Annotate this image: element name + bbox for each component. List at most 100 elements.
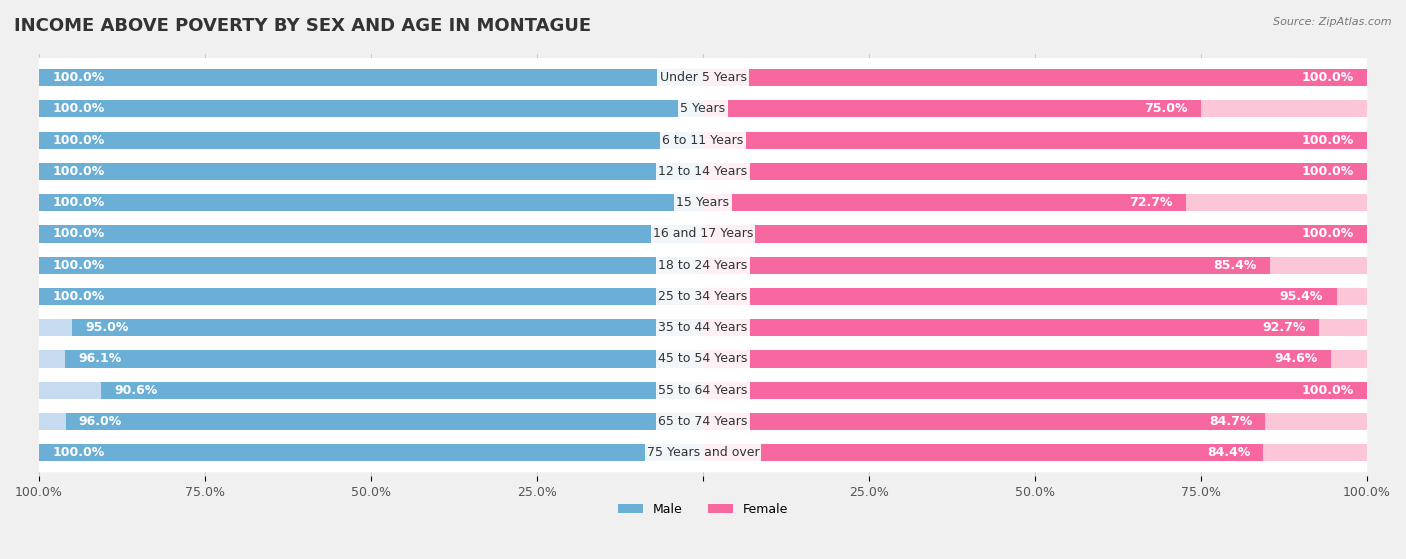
FancyBboxPatch shape bbox=[39, 58, 1367, 97]
Text: 95.0%: 95.0% bbox=[86, 321, 129, 334]
Bar bbox=[703, 69, 1367, 86]
Text: 100.0%: 100.0% bbox=[52, 259, 104, 272]
FancyBboxPatch shape bbox=[39, 121, 1367, 160]
Text: 100.0%: 100.0% bbox=[52, 71, 104, 84]
Bar bbox=[39, 350, 703, 368]
Bar bbox=[703, 100, 1367, 117]
Text: 35 to 44 Years: 35 to 44 Years bbox=[658, 321, 748, 334]
Bar bbox=[703, 413, 1367, 430]
Text: 18 to 24 Years: 18 to 24 Years bbox=[658, 259, 748, 272]
FancyBboxPatch shape bbox=[39, 89, 1367, 129]
Bar bbox=[65, 350, 703, 368]
Bar bbox=[703, 413, 1265, 430]
Bar bbox=[101, 382, 703, 399]
Bar bbox=[703, 257, 1367, 274]
Bar bbox=[39, 100, 703, 117]
Text: 5 Years: 5 Years bbox=[681, 102, 725, 115]
Bar bbox=[39, 69, 703, 86]
Text: Source: ZipAtlas.com: Source: ZipAtlas.com bbox=[1274, 17, 1392, 27]
Text: Under 5 Years: Under 5 Years bbox=[659, 71, 747, 84]
Bar bbox=[39, 69, 703, 86]
Text: 100.0%: 100.0% bbox=[1302, 228, 1354, 240]
Bar bbox=[703, 131, 1367, 149]
Bar bbox=[39, 382, 703, 399]
Bar bbox=[39, 288, 703, 305]
FancyBboxPatch shape bbox=[39, 277, 1367, 316]
Bar bbox=[39, 413, 703, 430]
Bar bbox=[39, 319, 703, 337]
Text: 72.7%: 72.7% bbox=[1129, 196, 1173, 209]
Text: 16 and 17 Years: 16 and 17 Years bbox=[652, 228, 754, 240]
Bar bbox=[66, 413, 703, 430]
Text: 75.0%: 75.0% bbox=[1144, 102, 1188, 115]
Bar bbox=[39, 131, 703, 149]
Bar bbox=[39, 257, 703, 274]
Text: 6 to 11 Years: 6 to 11 Years bbox=[662, 134, 744, 146]
Text: 100.0%: 100.0% bbox=[52, 165, 104, 178]
Text: 65 to 74 Years: 65 to 74 Years bbox=[658, 415, 748, 428]
Text: 12 to 14 Years: 12 to 14 Years bbox=[658, 165, 748, 178]
Bar bbox=[703, 257, 1270, 274]
Bar bbox=[703, 163, 1367, 180]
Bar bbox=[39, 131, 703, 149]
Bar bbox=[703, 131, 1367, 149]
Text: 100.0%: 100.0% bbox=[52, 446, 104, 459]
FancyBboxPatch shape bbox=[39, 308, 1367, 347]
Bar bbox=[39, 100, 703, 117]
Bar bbox=[703, 350, 1367, 368]
Bar bbox=[703, 382, 1367, 399]
Bar bbox=[703, 319, 1367, 337]
Legend: Male, Female: Male, Female bbox=[613, 498, 793, 520]
Text: 100.0%: 100.0% bbox=[1302, 134, 1354, 146]
Text: 45 to 54 Years: 45 to 54 Years bbox=[658, 353, 748, 366]
Bar bbox=[39, 444, 703, 461]
Text: 96.0%: 96.0% bbox=[79, 415, 122, 428]
Bar bbox=[703, 69, 1367, 86]
Text: 84.7%: 84.7% bbox=[1209, 415, 1253, 428]
FancyBboxPatch shape bbox=[39, 402, 1367, 441]
Text: 84.4%: 84.4% bbox=[1206, 446, 1250, 459]
Bar bbox=[39, 288, 703, 305]
FancyBboxPatch shape bbox=[39, 433, 1367, 472]
Bar bbox=[703, 444, 1264, 461]
Bar bbox=[39, 257, 703, 274]
Bar bbox=[703, 444, 1367, 461]
Bar bbox=[39, 163, 703, 180]
Bar bbox=[703, 194, 1185, 211]
FancyBboxPatch shape bbox=[39, 339, 1367, 378]
Text: INCOME ABOVE POVERTY BY SEX AND AGE IN MONTAGUE: INCOME ABOVE POVERTY BY SEX AND AGE IN M… bbox=[14, 17, 591, 35]
Bar bbox=[703, 319, 1319, 337]
Bar bbox=[39, 444, 703, 461]
Bar bbox=[39, 194, 703, 211]
Bar bbox=[39, 225, 703, 243]
Text: 100.0%: 100.0% bbox=[52, 134, 104, 146]
Text: 100.0%: 100.0% bbox=[52, 102, 104, 115]
FancyBboxPatch shape bbox=[39, 183, 1367, 222]
Text: 100.0%: 100.0% bbox=[1302, 165, 1354, 178]
Bar bbox=[703, 288, 1367, 305]
Text: 55 to 64 Years: 55 to 64 Years bbox=[658, 383, 748, 397]
Text: 100.0%: 100.0% bbox=[1302, 383, 1354, 397]
Bar bbox=[703, 225, 1367, 243]
Text: 94.6%: 94.6% bbox=[1275, 353, 1317, 366]
Bar bbox=[72, 319, 703, 337]
Text: 100.0%: 100.0% bbox=[52, 290, 104, 303]
Text: 85.4%: 85.4% bbox=[1213, 259, 1257, 272]
Bar bbox=[39, 163, 703, 180]
Text: 100.0%: 100.0% bbox=[52, 228, 104, 240]
Text: 15 Years: 15 Years bbox=[676, 196, 730, 209]
FancyBboxPatch shape bbox=[39, 214, 1367, 253]
Text: 95.4%: 95.4% bbox=[1279, 290, 1323, 303]
Bar bbox=[703, 350, 1331, 368]
Bar bbox=[703, 288, 1337, 305]
Text: 100.0%: 100.0% bbox=[1302, 71, 1354, 84]
Text: 75 Years and over: 75 Years and over bbox=[647, 446, 759, 459]
Text: 96.1%: 96.1% bbox=[79, 353, 121, 366]
Bar bbox=[39, 225, 703, 243]
Text: 25 to 34 Years: 25 to 34 Years bbox=[658, 290, 748, 303]
FancyBboxPatch shape bbox=[39, 152, 1367, 191]
Bar bbox=[703, 225, 1367, 243]
FancyBboxPatch shape bbox=[39, 245, 1367, 285]
Bar bbox=[703, 194, 1367, 211]
Bar bbox=[703, 382, 1367, 399]
